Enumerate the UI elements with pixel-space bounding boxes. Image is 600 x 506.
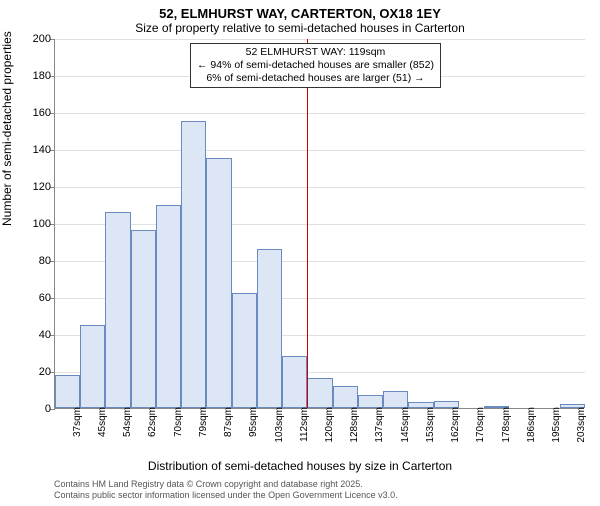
gridline <box>55 224 585 225</box>
x-tick-label: 186sqm <box>526 407 537 443</box>
y-tick-label: 0 <box>21 403 51 415</box>
histogram-bar <box>80 325 105 408</box>
x-tick-label: 54sqm <box>122 407 133 437</box>
histogram-bar <box>383 391 408 408</box>
x-tick-label: 203sqm <box>576 407 587 443</box>
gridline <box>55 39 585 40</box>
x-tick-label: 70sqm <box>173 407 184 437</box>
histogram-bar <box>156 205 181 409</box>
y-tick-label: 140 <box>21 144 51 156</box>
annotation-line: 6% of semi-detached houses are larger (5… <box>197 72 434 85</box>
x-tick-label: 37sqm <box>72 407 83 437</box>
x-tick-label: 178sqm <box>501 407 512 443</box>
histogram-bar <box>55 375 80 408</box>
x-tick-label: 79sqm <box>198 407 209 437</box>
y-tick-label: 200 <box>21 33 51 45</box>
plot-wrap: 02040608010012014016018020037sqm45sqm54s… <box>54 39 584 409</box>
y-tick-label: 180 <box>21 70 51 82</box>
x-tick-label: 153sqm <box>425 407 436 443</box>
footnote-line-2: Contains public sector information licen… <box>54 490 600 501</box>
x-tick-label: 195sqm <box>551 407 562 443</box>
histogram-bar <box>206 158 231 408</box>
y-tick-label: 20 <box>21 366 51 378</box>
footnote-line-1: Contains HM Land Registry data © Crown c… <box>54 479 600 490</box>
x-axis-label: Distribution of semi-detached houses by … <box>0 459 600 473</box>
chart-title: 52, ELMHURST WAY, CARTERTON, OX18 1EY <box>0 6 600 21</box>
x-tick-label: 162sqm <box>450 407 461 443</box>
histogram-bar <box>131 230 156 408</box>
reference-line <box>307 39 308 408</box>
x-tick-label: 145sqm <box>400 407 411 443</box>
x-tick-label: 45sqm <box>97 407 108 437</box>
histogram-bar <box>307 378 332 408</box>
x-tick-label: 95sqm <box>248 407 259 437</box>
chart-subtitle: Size of property relative to semi-detach… <box>0 21 600 35</box>
y-tick-label: 40 <box>21 329 51 341</box>
gridline <box>55 150 585 151</box>
histogram-bar <box>282 356 307 408</box>
y-axis-label: Number of semi-detached properties <box>0 31 14 226</box>
histogram-bar <box>333 386 358 408</box>
histogram-bar <box>105 212 130 408</box>
x-tick-label: 120sqm <box>324 407 335 443</box>
chart-footnote: Contains HM Land Registry data © Crown c… <box>54 479 600 501</box>
gridline <box>55 113 585 114</box>
histogram-bar <box>257 249 282 408</box>
annotation-line: ← 94% of semi-detached houses are smalle… <box>197 59 434 72</box>
y-tick-label: 100 <box>21 218 51 230</box>
histogram-bar <box>232 293 257 408</box>
plot-area: 02040608010012014016018020037sqm45sqm54s… <box>54 39 584 409</box>
y-tick-label: 160 <box>21 107 51 119</box>
x-tick-label: 170sqm <box>475 407 486 443</box>
y-tick-label: 120 <box>21 181 51 193</box>
x-tick-label: 62sqm <box>147 407 158 437</box>
gridline <box>55 187 585 188</box>
annotation-box: 52 ELMHURST WAY: 119sqm← 94% of semi-det… <box>190 43 441 88</box>
annotation-line: 52 ELMHURST WAY: 119sqm <box>197 46 434 59</box>
x-tick-label: 112sqm <box>299 407 310 442</box>
x-tick-label: 87sqm <box>223 407 234 437</box>
histogram-bar <box>181 121 206 408</box>
y-tick-label: 60 <box>21 292 51 304</box>
x-tick-label: 137sqm <box>374 407 385 443</box>
y-tick-label: 80 <box>21 255 51 267</box>
x-tick-label: 128sqm <box>349 407 360 443</box>
x-tick-label: 103sqm <box>274 407 285 443</box>
